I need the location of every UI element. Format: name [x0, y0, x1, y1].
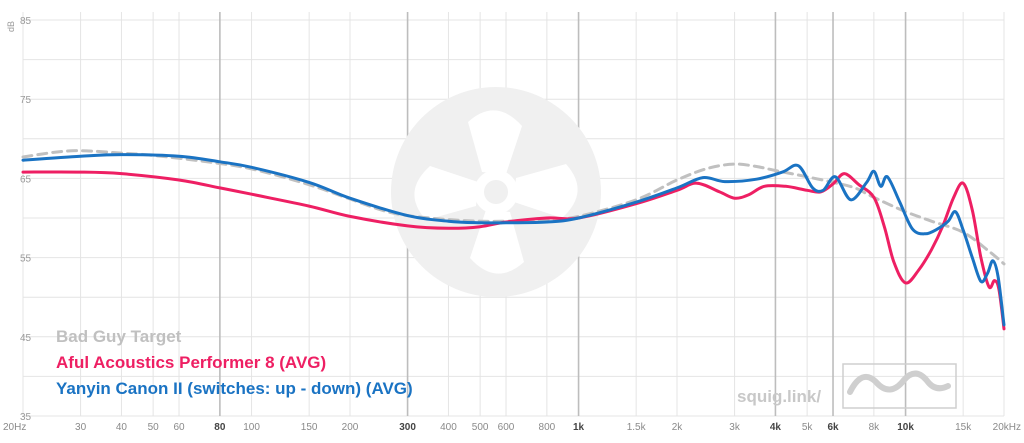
x-tick-label: 40	[116, 422, 128, 433]
x-tick-label: 800	[539, 422, 556, 433]
legend-entry-1: Bad Guy Target	[56, 327, 182, 346]
squiglink-watermark: squig.link/	[737, 363, 957, 409]
x-tick-label: 2k	[672, 422, 684, 433]
squiggle-logo-icon	[847, 370, 951, 395]
axes: 20Hz 30 40 50 60 80 100 150 200 300 400 500 600 800 1k…	[3, 16, 1021, 433]
watermark-text: squig.link/	[737, 387, 821, 406]
x-tick-label: 10k	[897, 422, 914, 433]
x-tick-label: 3k	[729, 422, 741, 433]
series-line-3	[21, 153, 1006, 327]
x-tick-label: 200	[342, 422, 359, 433]
x-tick-label: 8k	[869, 422, 881, 433]
x-tick-label: 100	[243, 422, 260, 433]
series-line-2	[21, 170, 1006, 331]
y-tick-label: 85	[20, 16, 32, 27]
y-tick-label: 35	[20, 412, 32, 423]
y-tick-label: 55	[20, 254, 32, 265]
x-tick-label: 1.5k	[627, 422, 647, 433]
y-axis-label: dB	[6, 21, 16, 32]
y-tick-label: 65	[20, 174, 32, 185]
logo-petal-icon	[414, 110, 578, 274]
legend: Bad Guy Target Aful Acoustics Performer 8…	[56, 327, 413, 398]
legend-entry-2: Aful Acoustics Performer 8 (AVG)	[56, 353, 326, 372]
squiggle-logo-frame	[842, 363, 957, 409]
x-tick-label: 60	[173, 422, 185, 433]
x-tick-label: 20Hz	[3, 422, 26, 433]
x-tick-label: 20kHz	[993, 422, 1021, 433]
x-tick-label: 600	[498, 422, 515, 433]
x-tick-label: 6k	[827, 422, 839, 433]
x-tick-label: 300	[399, 422, 416, 433]
x-tick-label: 4k	[770, 422, 782, 433]
background-logo	[391, 87, 601, 297]
x-tick-label: 400	[440, 422, 457, 433]
series	[21, 149, 1006, 331]
x-tick-label: 500	[472, 422, 489, 433]
logo-center-icon	[484, 180, 508, 204]
x-tick-label: 15k	[955, 422, 972, 433]
x-tick-label: 1k	[573, 422, 585, 433]
x-tick-label: 150	[301, 422, 318, 433]
legend-entry-3: Yanyin Canon II (switches: up - down) (A…	[56, 379, 413, 398]
x-tick-label: 30	[75, 422, 87, 433]
x-tick-label: 5k	[802, 422, 814, 433]
y-tick-label: 45	[20, 333, 32, 344]
x-tick-label: 80	[214, 422, 226, 433]
y-tick-label: 75	[20, 95, 32, 106]
x-tick-label: 50	[148, 422, 160, 433]
